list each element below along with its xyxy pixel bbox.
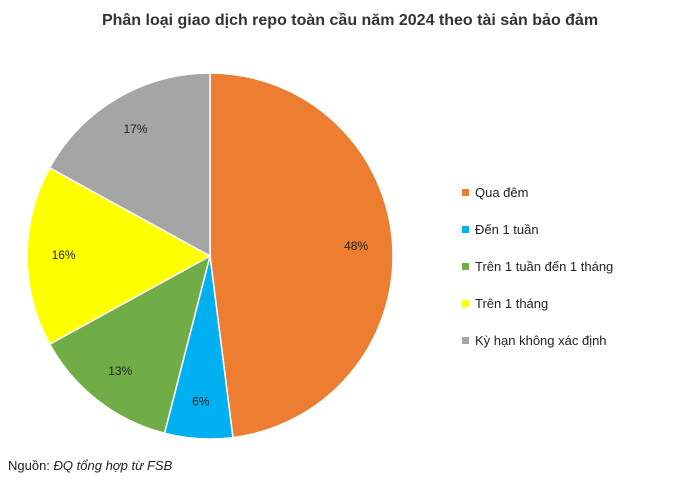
legend-swatch	[462, 337, 469, 344]
chart-title: Phân loại giao dịch repo toàn cầu năm 20…	[101, 12, 599, 29]
legend-label: Trên 1 tháng	[475, 296, 549, 311]
data-label-qua-dem: 48%	[344, 239, 368, 253]
legend-label: Đến 1 tuần	[475, 222, 539, 237]
legend-label: Trên 1 tuần đến 1 tháng	[475, 259, 614, 274]
legend-swatch	[462, 189, 469, 196]
legend-item-ky-han-khong-xac-dinh: Kỳ hạn không xác định	[462, 322, 613, 359]
legend-item-tren-1-tuan-den-1-thang: Trên 1 tuần đến 1 tháng	[462, 248, 613, 285]
legend-swatch	[462, 300, 469, 307]
legend: Qua đêm Đến 1 tuần Trên 1 tuần đến 1 tháng…	[462, 174, 613, 359]
pie-slice-tren-1-tuan-den-1-thang	[48, 254, 212, 435]
pie-slice-ky-han-khong-xac-dinh	[48, 72, 211, 258]
legend-item-tren-1-thang: Trên 1 tháng	[462, 285, 613, 322]
legend-swatch	[462, 226, 469, 233]
pie-data-labels: 48% 6% 13% 16% 17%	[52, 122, 369, 408]
pie-slice-qua-dem	[209, 72, 394, 439]
data-label-den-1-tuan: 6%	[192, 394, 210, 408]
source-note: Nguồn: ĐQ tổng hợp từ FSB	[8, 458, 172, 473]
source-label: Nguồn:	[8, 458, 50, 473]
data-label-ky-han-khong-xac-dinh: 17%	[123, 122, 147, 136]
source-text: ĐQ tổng hợp từ FSB	[53, 458, 173, 473]
legend-swatch	[462, 263, 469, 270]
legend-item-den-1-tuan: Đến 1 tuần	[462, 211, 613, 248]
data-label-tren-1-tuan-den-1-thang: 13%	[108, 364, 132, 378]
legend-label: Kỳ hạn không xác định	[475, 333, 607, 348]
pie-slices	[26, 72, 394, 440]
legend-item-qua-dem: Qua đêm	[462, 174, 613, 211]
data-label-tren-1-thang: 16%	[52, 248, 76, 262]
pie-slice-tren-1-thang	[26, 166, 212, 346]
legend-label: Qua đêm	[475, 185, 529, 200]
